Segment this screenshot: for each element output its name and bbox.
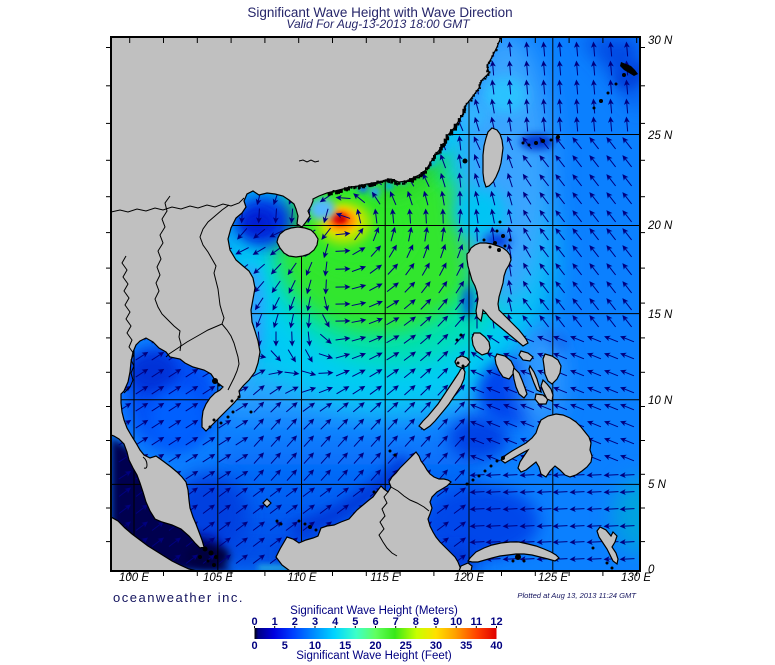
svg-text:105 E: 105 E xyxy=(203,572,233,584)
svg-text:25 N: 25 N xyxy=(647,130,673,142)
svg-text:10: 10 xyxy=(309,640,321,652)
svg-text:5: 5 xyxy=(282,640,288,652)
svg-text:2: 2 xyxy=(292,616,298,628)
svg-text:0: 0 xyxy=(251,616,257,628)
svg-text:3: 3 xyxy=(312,616,318,628)
svg-text:115 E: 115 E xyxy=(370,572,400,584)
svg-text:0: 0 xyxy=(251,640,257,652)
svg-text:30 N: 30 N xyxy=(648,35,673,47)
svg-text:15: 15 xyxy=(339,640,351,652)
svg-text:25: 25 xyxy=(400,640,412,652)
svg-text:Plotted at Aug 13, 2013 11:24: Plotted at Aug 13, 2013 11:24 GMT xyxy=(517,591,637,600)
svg-text:8: 8 xyxy=(413,616,419,628)
svg-text:6: 6 xyxy=(372,616,378,628)
svg-text:Significant Wave Height (Feet): Significant Wave Height (Feet) xyxy=(296,650,452,662)
svg-text:oceanweather inc.: oceanweather inc. xyxy=(113,590,244,605)
svg-text:1: 1 xyxy=(272,616,278,628)
svg-text:4: 4 xyxy=(332,616,339,628)
svg-text:10 N: 10 N xyxy=(648,395,673,407)
svg-text:120 E: 120 E xyxy=(454,572,484,584)
svg-text:20: 20 xyxy=(369,640,381,652)
svg-text:Valid For Aug-13-2013 18:00 GM: Valid For Aug-13-2013 18:00 GMT xyxy=(286,17,471,31)
svg-text:100 E: 100 E xyxy=(119,572,149,584)
svg-text:Significant Wave Height (Meter: Significant Wave Height (Meters) xyxy=(290,605,458,617)
svg-text:15 N: 15 N xyxy=(648,309,673,321)
svg-text:Significant Wave Height with W: Significant Wave Height with Wave Direct… xyxy=(247,5,512,20)
svg-text:11: 11 xyxy=(470,616,482,628)
svg-text:30: 30 xyxy=(430,640,442,652)
svg-text:35: 35 xyxy=(460,640,472,652)
svg-text:5: 5 xyxy=(352,616,358,628)
svg-text:110 E: 110 E xyxy=(287,572,317,584)
svg-text:9: 9 xyxy=(433,616,439,628)
svg-text:125 E: 125 E xyxy=(538,572,568,584)
svg-text:5 N: 5 N xyxy=(648,479,667,491)
svg-text:10: 10 xyxy=(450,616,462,628)
svg-text:40: 40 xyxy=(490,640,502,652)
svg-text:12: 12 xyxy=(490,616,502,628)
svg-text:0: 0 xyxy=(648,564,655,576)
svg-text:20 N: 20 N xyxy=(647,220,673,232)
svg-text:7: 7 xyxy=(393,616,399,628)
svg-text:130 E: 130 E xyxy=(621,572,651,584)
